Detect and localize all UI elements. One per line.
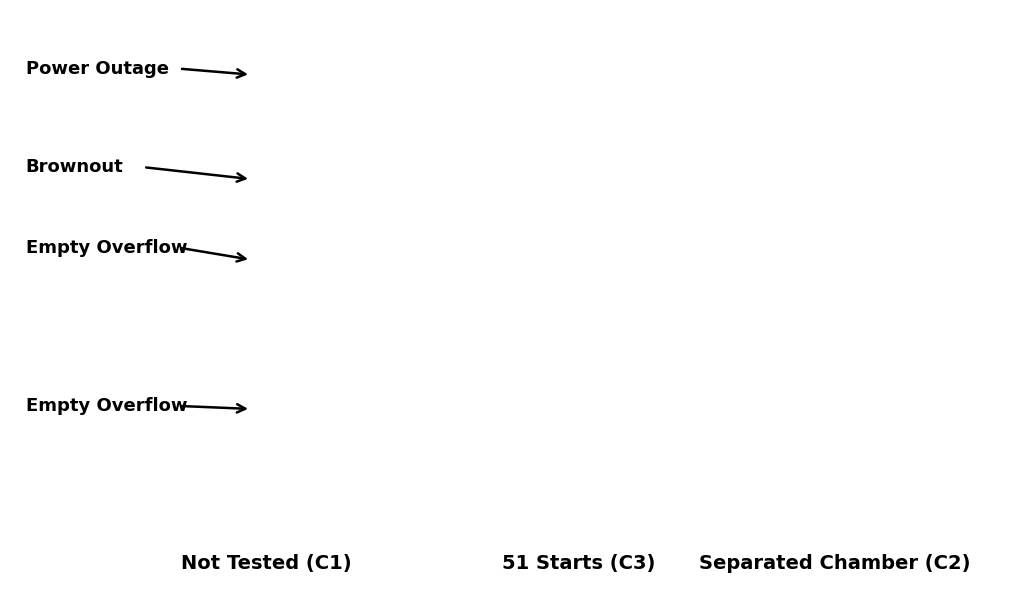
Text: Empty Overflow: Empty Overflow	[26, 239, 187, 257]
Text: Empty Overflow: Empty Overflow	[26, 397, 187, 415]
Text: 51 Starts (C3): 51 Starts (C3)	[502, 554, 655, 573]
Text: Separated Chamber (C2): Separated Chamber (C2)	[698, 554, 971, 573]
Text: Power Outage: Power Outage	[26, 60, 169, 78]
Text: Not Tested (C1): Not Tested (C1)	[181, 554, 351, 573]
Text: Brownout: Brownout	[26, 158, 123, 176]
